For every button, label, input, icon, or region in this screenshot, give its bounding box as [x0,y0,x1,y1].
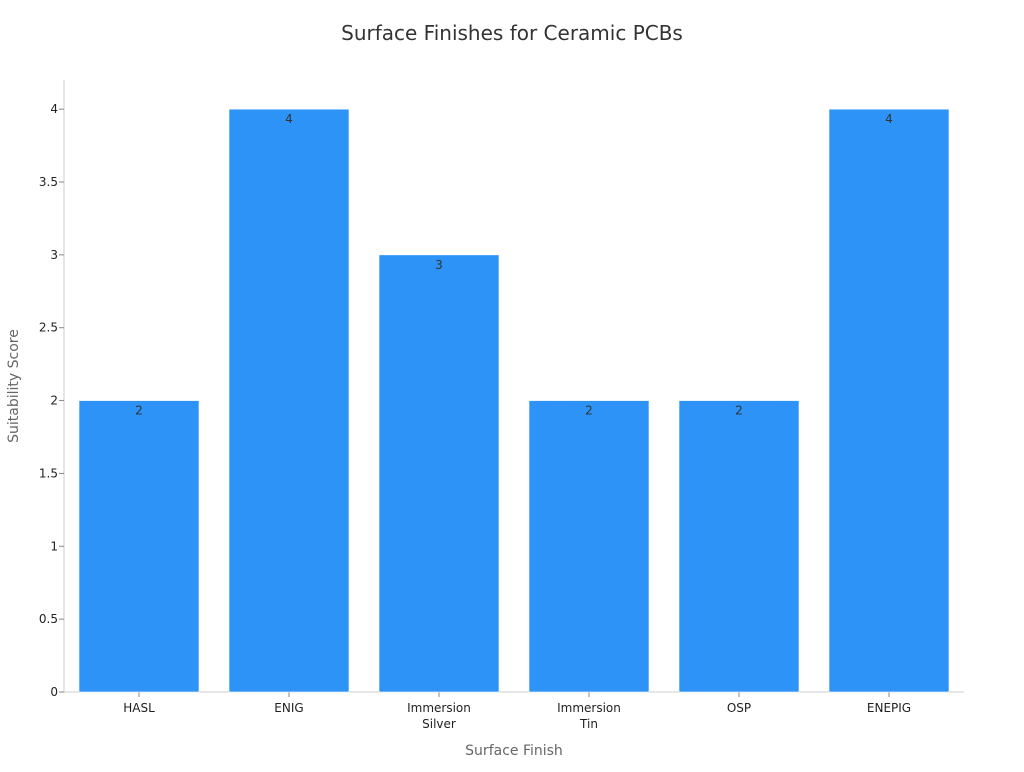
x-tick-label: OSP [727,701,751,715]
y-tick-label: 0 [50,685,58,699]
y-tick-label: 3 [50,248,58,262]
x-axis: HASL ENIG Immersion Silver Immersion Tin OSP EN… [64,691,964,731]
bar [828,108,950,693]
bars [78,108,950,693]
y-axis-title: Suitability Score [6,329,22,443]
y-tick-label: 1 [50,539,58,553]
bar [378,254,500,693]
x-tick-label: ENEPIG [867,701,911,715]
data-label: 2 [135,404,143,418]
bar [228,108,350,693]
y-tick-label: 1.5 [39,466,58,480]
x-tick-label: Immersion Tin [557,701,621,731]
chart-title: Surface Finishes for Ceramic PCBs [341,21,683,45]
data-label: 4 [285,112,293,126]
data-label: 4 [885,112,893,126]
x-tick-label: Immersion Silver [407,701,471,731]
x-tick-label: ENIG [274,701,303,715]
x-axis-title: Surface Finish [465,743,563,759]
bar [528,400,650,693]
data-label: 2 [735,404,743,418]
data-label: 2 [585,404,593,418]
y-tick-label: 2.5 [39,321,58,335]
bar [678,400,800,693]
y-tick-label: 2 [50,394,58,408]
x-tick-label: HASL [123,701,155,715]
y-tick-label: 4 [50,102,58,116]
bar [78,400,200,693]
y-axis: 0 0.5 1 1.5 2 2.5 3 3.5 4 [39,80,65,699]
y-tick-label: 0.5 [39,612,58,626]
data-label: 3 [435,258,443,272]
y-tick-label: 3.5 [39,175,58,189]
bar-labels: 2 4 3 2 2 4 [135,112,893,417]
